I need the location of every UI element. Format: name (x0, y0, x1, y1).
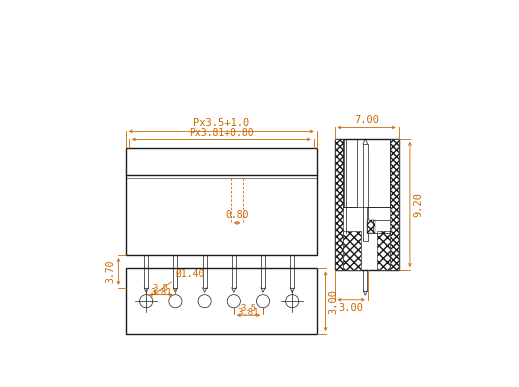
Bar (290, 255, 294, 288)
Text: Ø1.40: Ø1.40 (175, 269, 205, 279)
Bar (202, 255, 207, 288)
Text: 3.00: 3.00 (329, 289, 338, 314)
Bar (335, 139, 399, 270)
Bar (345, 139, 357, 207)
Text: Px3.81+0.80: Px3.81+0.80 (189, 128, 254, 138)
Bar (144, 255, 148, 288)
Text: 0.80: 0.80 (225, 210, 249, 220)
Bar (126, 148, 317, 255)
Bar (231, 255, 236, 288)
Text: 3.81: 3.81 (238, 308, 259, 317)
Bar (366, 220, 375, 233)
Bar (261, 255, 265, 288)
Bar (377, 231, 390, 270)
Bar (363, 144, 367, 241)
Text: 9.20: 9.20 (413, 192, 423, 217)
Text: 7.00: 7.00 (354, 115, 379, 125)
Text: 3.81: 3.81 (150, 288, 172, 297)
Text: 3.70: 3.70 (105, 260, 116, 283)
Text: 3.00: 3.00 (339, 303, 364, 313)
Bar (173, 255, 177, 288)
Bar (363, 270, 367, 291)
Bar (335, 139, 344, 270)
Text: 3.5: 3.5 (153, 284, 169, 293)
Bar (344, 231, 361, 270)
Bar (390, 139, 399, 270)
Text: Px3.5+1.0: Px3.5+1.0 (193, 118, 250, 128)
Text: 3.5: 3.5 (240, 304, 256, 313)
Bar (126, 269, 317, 334)
